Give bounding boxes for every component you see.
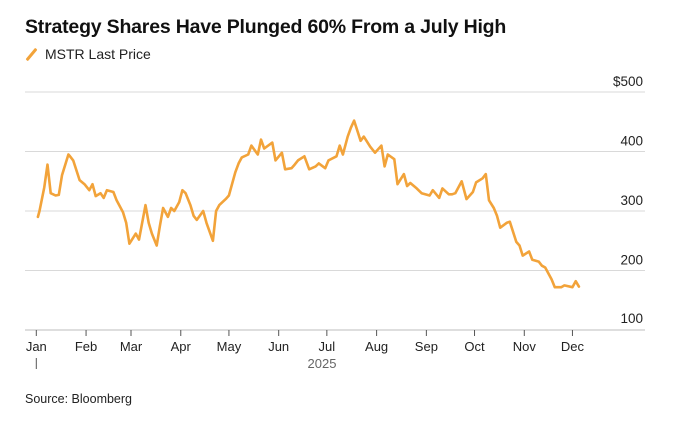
y-tick-label: 200 [620,253,643,268]
x-tick-label: Aug [365,339,388,354]
legend: MSTR Last Price [25,46,151,62]
y-tick-label: 100 [620,311,643,326]
x-tick-label: Apr [171,339,192,354]
x-tick-label: Oct [464,339,485,354]
x-tick-label: Jan [26,339,47,354]
legend-label: MSTR Last Price [45,46,151,62]
x-tick-label: Dec [561,339,585,354]
x-tick-label: Sep [415,339,438,354]
x-tick-label: Feb [75,339,97,354]
x-tick-label: Jul [319,339,336,354]
x-tick-label: May [217,339,242,354]
mstr-price-line [36,119,581,289]
y-tick-label: $500 [613,74,643,89]
x-tick-label: Nov [513,339,537,354]
source-note: Source: Bloomberg [25,392,133,406]
x-tick-label: Mar [120,339,143,354]
x-year-label: 2025 [308,356,337,371]
y-tick-label: 300 [620,193,643,208]
x-tick-label: Jun [268,339,289,354]
chart-title: Strategy Shares Have Plunged 60% From a … [25,16,507,38]
y-tick-label: 400 [620,134,643,149]
